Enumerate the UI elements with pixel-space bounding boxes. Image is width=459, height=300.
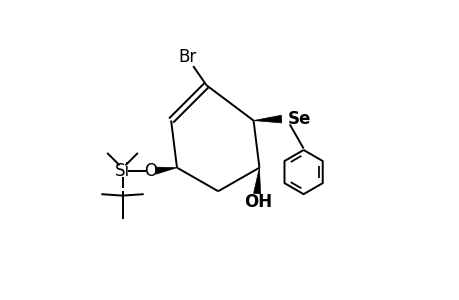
Polygon shape	[253, 115, 281, 123]
Polygon shape	[253, 168, 260, 194]
Text: Br: Br	[178, 48, 196, 66]
Text: OH: OH	[243, 194, 271, 211]
Text: O: O	[144, 162, 157, 180]
Text: Se: Se	[287, 110, 311, 128]
Text: Si: Si	[115, 162, 130, 180]
Polygon shape	[155, 167, 177, 174]
